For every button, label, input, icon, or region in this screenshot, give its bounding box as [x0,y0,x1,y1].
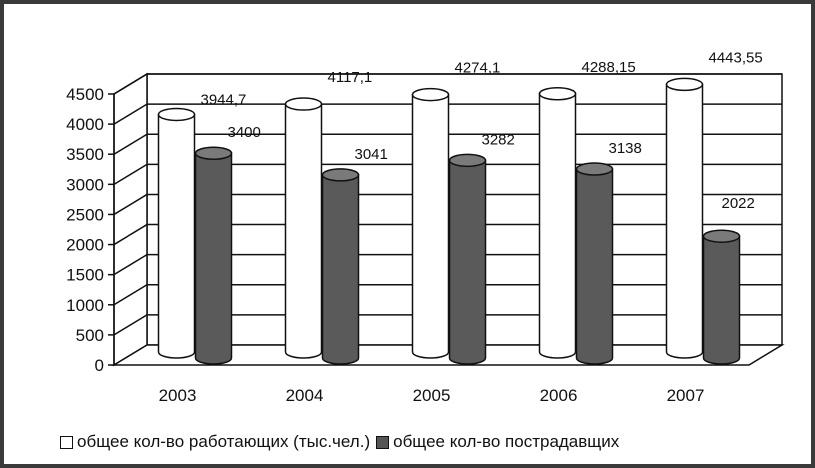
x-tick-label: 2006 [540,386,578,405]
x-tick-label: 2007 [667,386,705,405]
bar-workers [411,93,450,359]
bar-workers [665,83,704,359]
data-label: 3400 [228,124,261,141]
y-tick-label: 1500 [66,266,104,285]
bar-chart: 0 500 1000 1500 2000 2500 3000 3500 4000 4500 3944… [66,49,785,405]
bar-injured-top [321,168,360,182]
bar-injured-top [575,162,614,176]
legend-swatch-injured [376,435,390,449]
y-tick-label: 500 [76,326,104,345]
bar-workers [157,113,196,359]
data-label: 4288,15 [582,59,636,76]
data-label: 3282 [482,131,515,148]
y-tick-label: 2500 [66,205,104,224]
bar-injured-top [448,153,487,168]
legend-label-injured: общее кол-во пострадавщих [393,432,620,451]
bar-injured [575,168,614,365]
bar-workers-top [284,97,323,111]
side-wall [113,72,148,367]
gridline-side [113,314,148,336]
gridline-side [113,73,148,95]
y-tick-label: 3000 [66,175,104,194]
data-label: 3944,7 [201,91,247,108]
bar-injured [321,174,360,365]
floor [111,344,785,366]
gridline-side [113,193,148,216]
legend-swatch-workers [60,435,73,449]
bar-injured-top [702,229,741,243]
gridline-side [113,254,148,276]
legend-label-workers: общее кол-во работающих (тыс.чел.) [77,432,371,451]
y-tick-label: 4000 [66,115,104,134]
data-label: 4117,1 [328,69,373,86]
gridline-side [113,223,148,246]
y-tick-label: 2000 [66,236,104,255]
bar-workers-top [665,77,704,92]
legend-item-injured: общее кол-во пострадавщих [376,432,619,452]
y-tick-label: 3500 [66,145,104,164]
y-tick-label: 1000 [66,296,104,315]
bar-workers-top [538,87,577,101]
bar-workers [284,103,323,359]
data-label: 4274,1 [455,60,501,77]
y-tick-label: 4500 [66,85,104,104]
gridline-side [113,284,148,306]
data-label: 3041 [355,146,388,163]
chart-frame: 0 500 1000 1500 2000 2500 3000 3500 4000 4500 3944… [4,4,811,464]
data-label: 2022 [722,195,755,212]
gridline-side [113,163,148,185]
gridline-side [113,133,148,155]
data-label: 4443,55 [709,49,763,66]
x-tick-label: 2005 [413,386,451,405]
x-tick-label: 2004 [286,386,324,405]
data-label: 3138 [609,140,642,157]
bar-workers [538,93,577,359]
bar-workers-top [157,107,196,122]
bar-injured-top [194,146,233,160]
legend: общее кол-во работающих (тыс.чел.) общее… [60,432,625,452]
bar-injured [702,235,741,365]
gridline-side [113,103,148,125]
bar-injured [194,152,233,365]
bar-workers-top [411,87,450,102]
y-tick-label: 0 [95,356,104,375]
legend-item-workers: общее кол-во работающих (тыс.чел.) [60,432,370,452]
bar-injured [448,159,487,365]
x-tick-label: 2003 [159,386,197,405]
